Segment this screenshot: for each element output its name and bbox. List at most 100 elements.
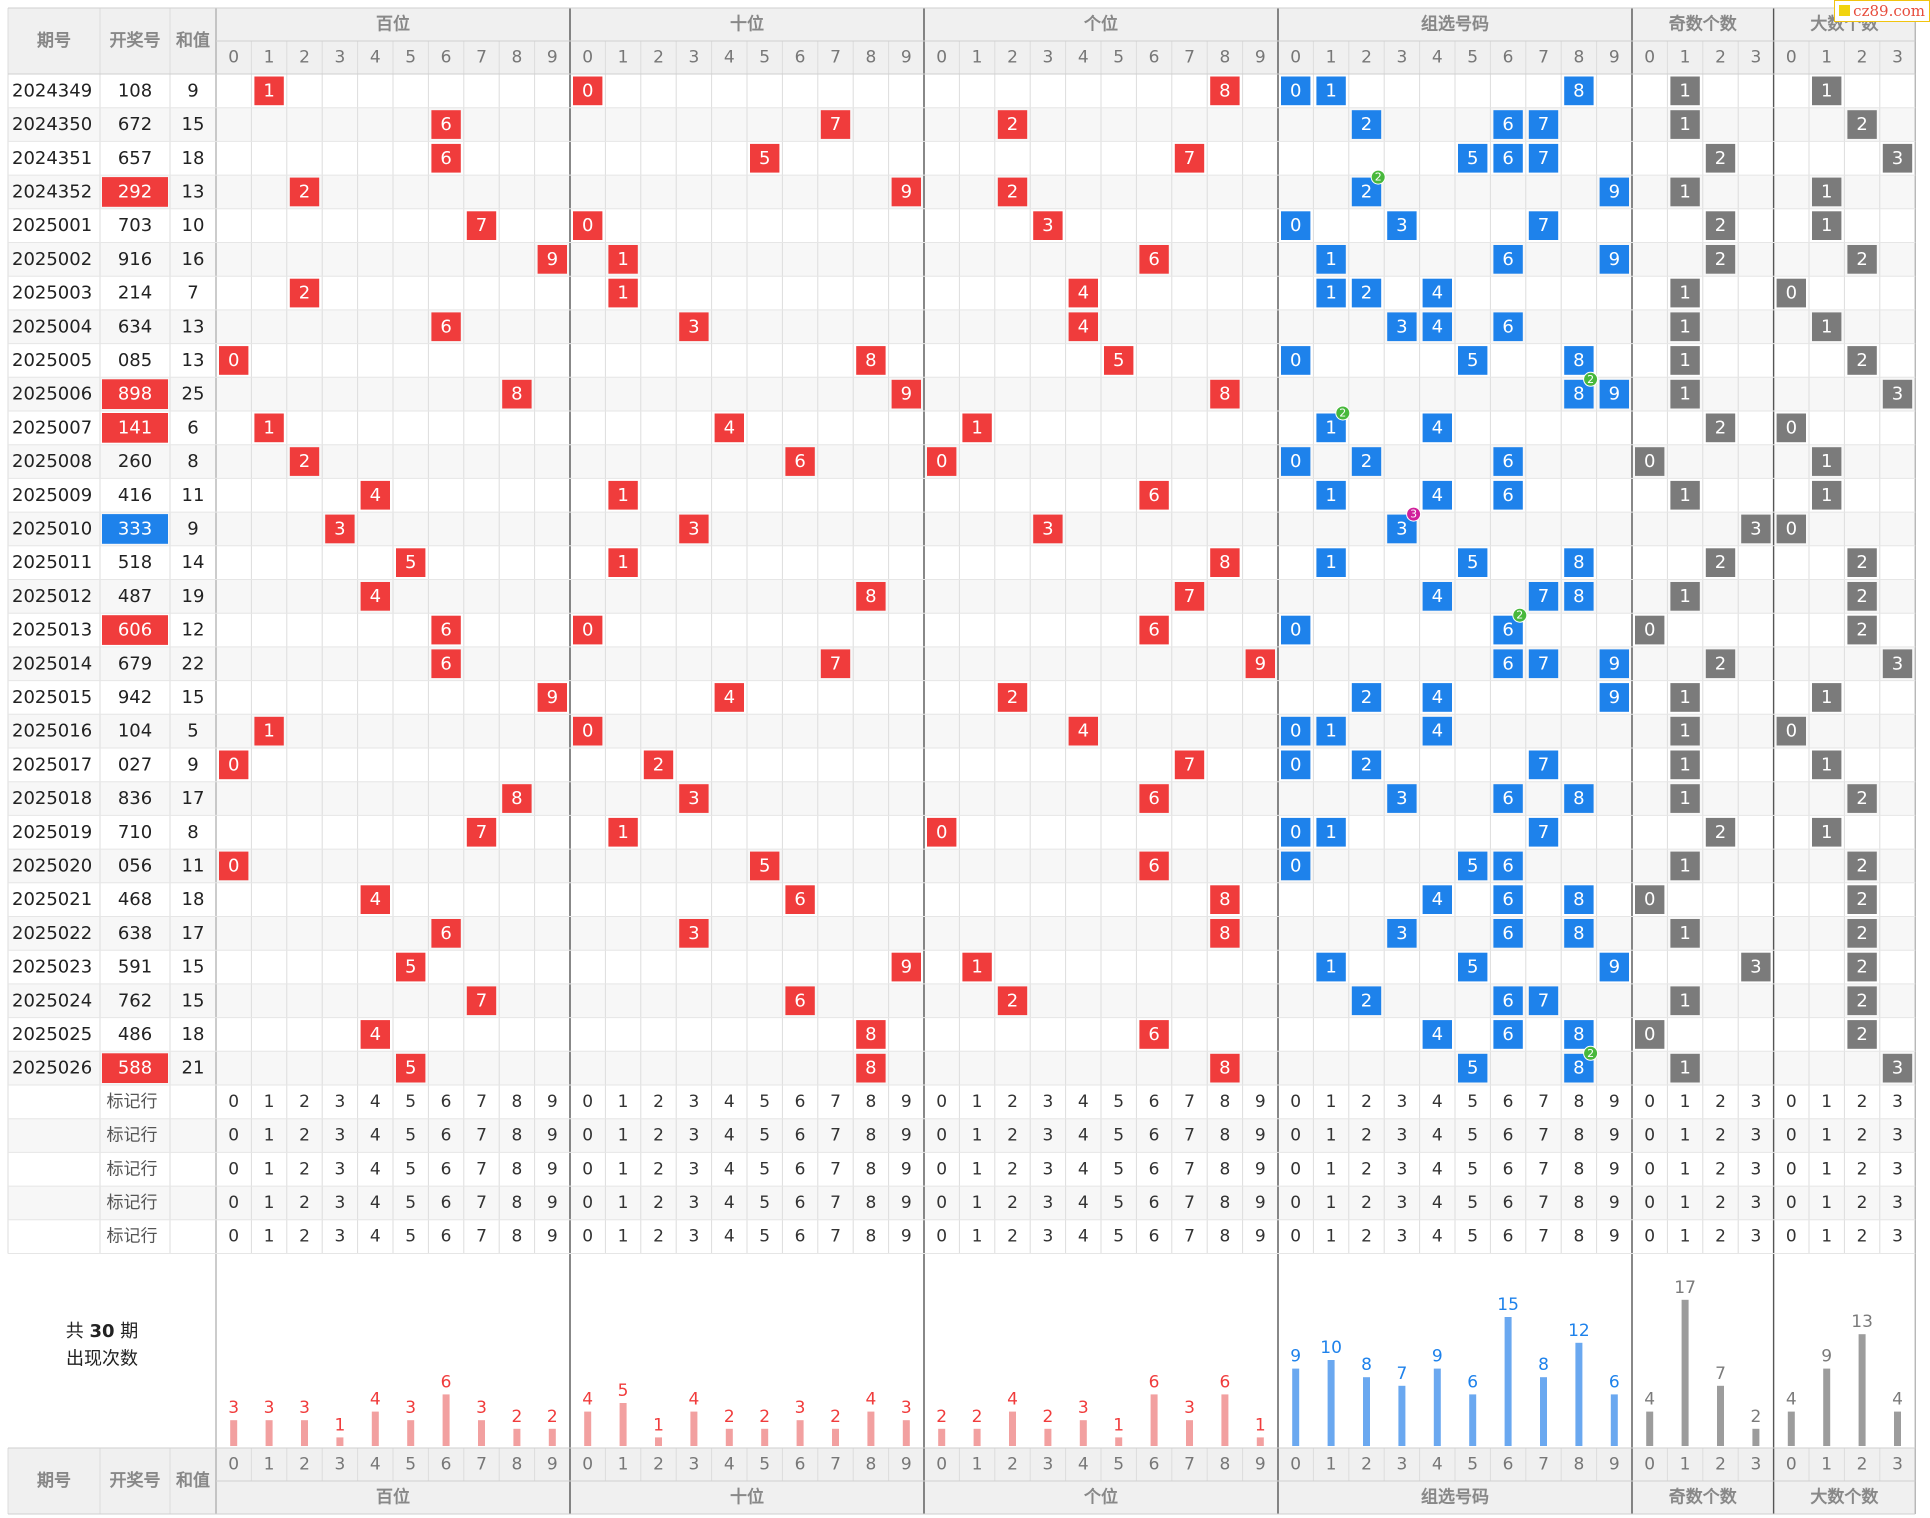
combo-mark (1528, 817, 1559, 847)
column-digit: 7 (1538, 1455, 1549, 1475)
column-digit: 5 (405, 48, 416, 68)
sum-cell: 16 (182, 249, 205, 270)
frequency-bar (1292, 1368, 1300, 1446)
marker-digit: 5 (759, 1159, 770, 1179)
marker-digit: 5 (1467, 1193, 1478, 1213)
marker-digit: 9 (547, 1193, 558, 1213)
marker-digit: 1 (972, 1092, 983, 1112)
marker-digit: 4 (1078, 1193, 1089, 1213)
tens-mark (608, 278, 638, 308)
big-count-mark-label: 1 (1821, 687, 1832, 708)
sum-cell: 9 (187, 518, 198, 539)
combo-mark-label: 6 (1502, 1024, 1513, 1045)
column-digit: 0 (1290, 48, 1301, 68)
frequency-label: 2 (724, 1407, 735, 1427)
sum-cell: 21 (182, 1058, 205, 1079)
draw-cell: 214 (118, 283, 152, 304)
column-digit: 5 (1467, 1455, 1478, 1475)
marker-digit: 1 (1821, 1092, 1832, 1112)
marker-digit: 0 (1786, 1092, 1797, 1112)
marker-digit: 8 (511, 1159, 522, 1179)
marker-digit: 8 (1219, 1193, 1230, 1213)
column-digit: 1 (264, 48, 275, 68)
sum-cell: 18 (182, 148, 205, 169)
table-row (8, 781, 1916, 816)
odd-count-mark (1670, 312, 1700, 342)
hundreds-mark-label: 2 (299, 283, 310, 304)
odd-count-mark-label: 2 (1715, 148, 1726, 169)
combo-mark (1564, 548, 1594, 577)
frequency-bar (1540, 1377, 1547, 1446)
big-count-mark-label: 2 (1856, 620, 1867, 641)
table-row (8, 444, 1916, 479)
sum-cell: 13 (182, 181, 205, 202)
tens-mark-label: 3 (688, 316, 699, 337)
column-digit: 7 (1184, 1455, 1195, 1475)
hundreds-mark (360, 582, 390, 611)
frequency-bar (1327, 1360, 1335, 1446)
tens-mark-label: 4 (724, 417, 735, 438)
header-group: 组选号码 (1421, 14, 1489, 35)
table-row (8, 815, 1916, 850)
tens-mark (679, 784, 709, 813)
period-cell: 2025004 (12, 316, 92, 337)
big-count-mark (1847, 885, 1877, 914)
site-logo[interactable]: cz89.com (1834, 0, 1930, 22)
marker-digit: 3 (1042, 1227, 1053, 1247)
marker-digit: 2 (1857, 1193, 1868, 1213)
frequency-label: 6 (1219, 1372, 1230, 1392)
marker-digit: 0 (228, 1227, 239, 1247)
marker-digit: 2 (299, 1159, 310, 1179)
marker-digit: 8 (511, 1227, 522, 1247)
marker-digit: 5 (405, 1159, 416, 1179)
marker-digit: 2 (1715, 1126, 1726, 1146)
stats-prefix: 共 (66, 1320, 90, 1341)
big-count-mark (1847, 346, 1877, 375)
column-digit: 6 (441, 48, 452, 68)
marker-digit: 0 (936, 1227, 947, 1247)
marker-label: 标记行 (107, 1159, 158, 1179)
units-mark-label: 4 (1078, 721, 1089, 742)
marker-digit: 5 (1113, 1227, 1124, 1247)
units-mark-label: 8 (1219, 384, 1230, 405)
frequency-bar (1221, 1394, 1229, 1446)
odd-count-mark-label: 2 (1715, 215, 1726, 236)
frequency-label: 4 (1644, 1390, 1655, 1410)
marker-digit: 1 (1680, 1126, 1691, 1146)
marker-digit: 0 (936, 1126, 947, 1146)
hundreds-mark (289, 177, 320, 207)
marker-digit: 3 (1042, 1159, 1053, 1179)
marker-digit: 3 (688, 1126, 699, 1146)
combo-mark-label: 0 (1290, 350, 1301, 371)
marker-digit: 9 (1255, 1193, 1266, 1213)
combo-mark (1281, 76, 1311, 106)
combo-mark-label: 0 (1290, 80, 1301, 101)
header-group: 百位 (376, 14, 410, 35)
hundreds-mark-label: 7 (476, 822, 487, 843)
draw-cell: 942 (118, 687, 152, 708)
marker-digit: 2 (1857, 1227, 1868, 1247)
combo-mark (1528, 211, 1559, 240)
units-mark-label: 8 (1219, 1058, 1230, 1079)
hundreds-mark-label: 3 (334, 518, 345, 539)
marker-digit: 2 (1007, 1126, 1018, 1146)
units-mark (1210, 548, 1240, 577)
combo-mark-label: 0 (1290, 822, 1301, 843)
units-mark (1139, 784, 1169, 813)
combo-mark-label: 1 (1325, 822, 1336, 843)
frequency-label: 9 (1290, 1347, 1301, 1367)
units-mark-label: 0 (936, 822, 947, 843)
tens-mark-label: 9 (901, 384, 912, 405)
column-digit: 1 (1821, 48, 1832, 68)
frequency-bar (1256, 1437, 1264, 1446)
odd-count-mark (1670, 683, 1700, 712)
frequency-label: 9 (1821, 1347, 1832, 1367)
column-digit: 3 (334, 1455, 345, 1475)
frequency-bar (1504, 1317, 1512, 1446)
marker-digit: 3 (1396, 1227, 1407, 1247)
period-cell: 2025019 (12, 822, 92, 843)
period-cell: 2024352 (12, 181, 92, 202)
odd-count-mark-label: 1 (1679, 283, 1690, 304)
units-mark (1033, 211, 1063, 240)
marker-digit: 3 (334, 1159, 345, 1179)
